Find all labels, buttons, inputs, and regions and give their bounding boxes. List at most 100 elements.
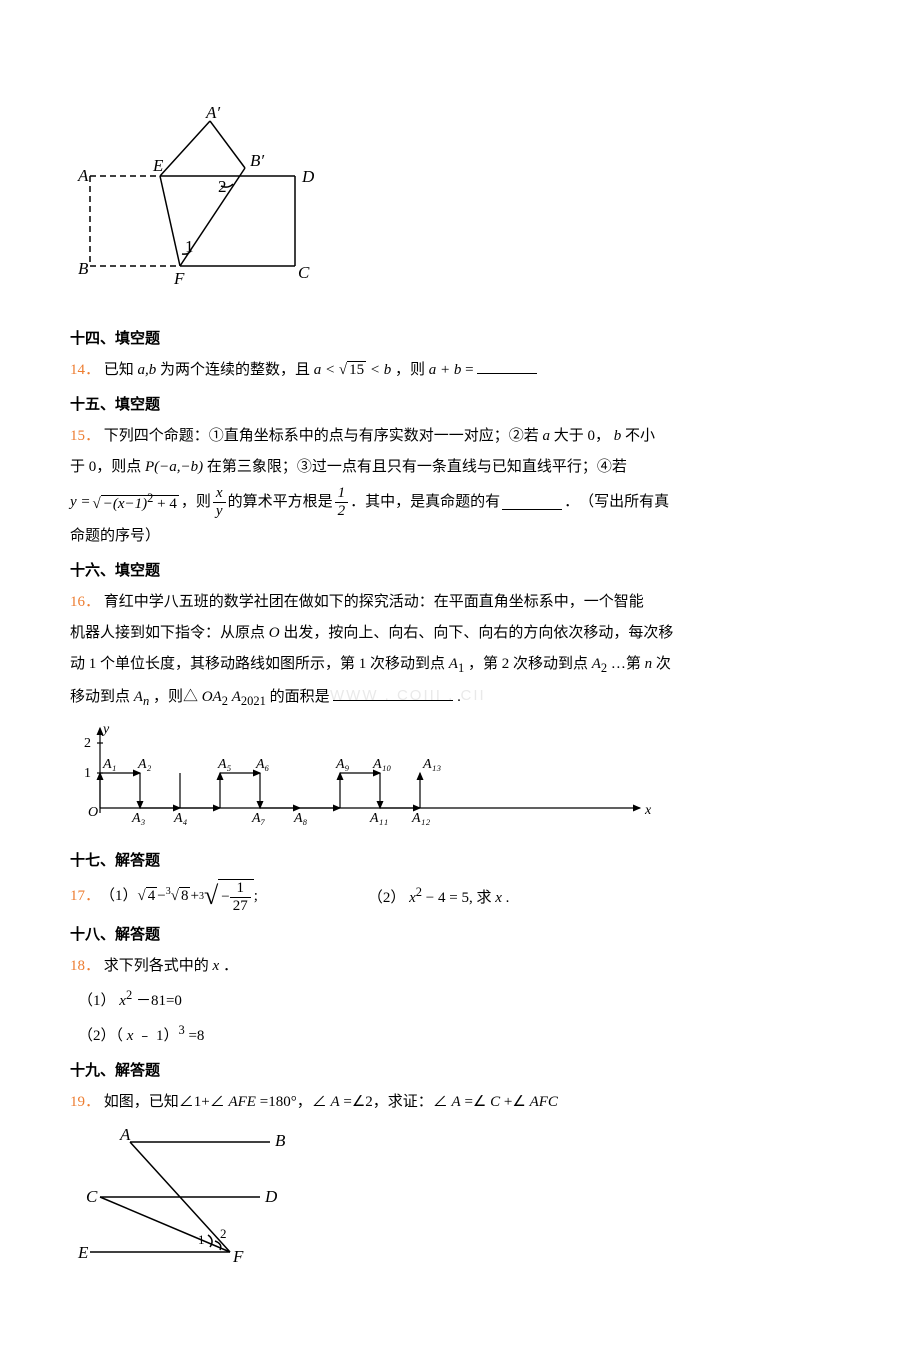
q19-Ab: A xyxy=(452,1094,461,1110)
q19-C: C xyxy=(490,1094,500,1110)
q17-sqrt4: √4 xyxy=(138,883,158,910)
q15-tail: ． （写出所有真 xyxy=(564,489,669,516)
q16-l2a: 机器人接到如下指令：从原点 xyxy=(70,625,265,641)
fig3-F: F xyxy=(232,1247,244,1266)
q16-oa2s: 2 xyxy=(222,694,228,708)
q19-l1c: =∠2，求证：∠ xyxy=(343,1094,447,1110)
fig1-F: F xyxy=(173,269,185,288)
q17-part2: （2） x2 − 4 = 5, 求 x . xyxy=(368,881,510,912)
q14-pre: 已知 xyxy=(104,362,134,378)
fig2-A3: A₃ xyxy=(131,811,146,826)
q16-A1: A xyxy=(449,656,458,672)
q16-l3c: …第 xyxy=(611,656,641,672)
q16-n: n xyxy=(645,656,653,672)
q14-root-inner: 15 xyxy=(347,361,366,378)
q16-l4a: 移动到点 xyxy=(70,689,130,705)
q17-p1-label: （1） xyxy=(100,883,138,910)
q15-b: b xyxy=(614,428,622,444)
q16-l3a: 动 1 个单位长度，其移动路线如图所示，第 1 次移动到点 xyxy=(70,656,445,672)
q18-dot: ． xyxy=(223,958,238,974)
fig2-A7: A₇ xyxy=(251,811,266,826)
q15-hn: 1 xyxy=(335,485,349,503)
q15-rad: −(x−1) xyxy=(103,496,147,512)
q14-ineq-left: a < xyxy=(314,362,339,378)
q14-tail: = xyxy=(465,362,477,378)
q15-bigroot: √−(x−1)2 + 4 xyxy=(93,487,179,518)
q15-l2b: 在第三象限；③过一点有且只有一条直线与已知直线平行；④若 xyxy=(207,459,627,475)
fig3-C: C xyxy=(86,1187,98,1206)
q15-blank xyxy=(502,495,562,510)
fig2-A12: A₁₂ xyxy=(411,811,430,826)
q16-s2: 2 xyxy=(601,661,607,675)
q15-p2: 大于 0， xyxy=(554,428,610,444)
q14-mid2: ，则 xyxy=(395,362,429,378)
section-18-title: 十八、解答题 xyxy=(70,922,850,949)
q14-sqrt: √15 xyxy=(339,361,366,378)
q17-rest: − 4 = 5, xyxy=(426,890,473,906)
q15-fn: x xyxy=(213,485,226,503)
q14-expr: a + b xyxy=(429,362,462,378)
q18-s2-mid: ﹣ 1） xyxy=(137,1028,178,1044)
q16-O: O xyxy=(269,625,280,641)
q18-stem: 18． 求下列各式中的 x ． xyxy=(70,953,850,980)
q16-A2: A xyxy=(592,656,601,672)
q18-s1-label: （1） xyxy=(78,993,116,1009)
q18-s2-rest: =8 xyxy=(188,1028,204,1044)
q15-line2: 于 0，则点 P(−a,−b) 在第三象限；③过一点有且只有一条直线与已知直线平… xyxy=(70,454,850,481)
q15-num: 15． xyxy=(70,428,100,444)
q18-s2-label: （2）（ xyxy=(78,1028,123,1044)
q17-xfinal: x xyxy=(495,890,502,906)
q17-r8i: 3 xyxy=(166,886,171,897)
q18-s1: （1） x2 －81=0 xyxy=(78,984,850,1015)
fig3-A: A xyxy=(119,1125,131,1144)
q16-s1: 1 xyxy=(458,661,464,675)
q18-s2-cb: 3 xyxy=(178,1023,184,1037)
fig2-y2: 2 xyxy=(84,736,91,751)
q15-line1: 15． 下列四个命题：①直角坐标系中的点与有序实数对一一对应；②若 a 大于 0… xyxy=(70,423,850,450)
q17-x: x xyxy=(409,890,416,906)
q18-s2-x: x xyxy=(127,1028,134,1044)
fig1-1: 1 xyxy=(185,237,194,256)
q18-num: 18． xyxy=(70,958,100,974)
fig3-1: 1 xyxy=(198,1232,205,1247)
q16-l1: 育红中学八五班的数学社团在做如下的探究活动：在平面直角坐标系中，一个智能 xyxy=(104,594,644,610)
q19-l1b: =180°，∠ xyxy=(260,1094,327,1110)
q17-rfn: 1 xyxy=(230,880,251,898)
fig1-B: B xyxy=(78,259,89,278)
q17-part1: 17． （1） √4 − 3√8 + 3 √ − 1 27 ; xyxy=(70,879,258,914)
q19-l1a: 如图，已知∠1+∠ xyxy=(104,1094,225,1110)
q18-stem-text: 求下列各式中的 xyxy=(104,958,209,974)
q16-line4: 移动到点 An ，则△ OA2 A2021 的面积是 . WWW . COIII… xyxy=(70,684,850,713)
q19: 19． 如图，已知∠1+∠ AFE =180°，∠ A =∠2，求证：∠ A =… xyxy=(70,1089,850,1116)
q16-A2021: A xyxy=(232,689,241,705)
q16-num: 16． xyxy=(70,594,100,610)
section-19-title: 十九、解答题 xyxy=(70,1058,850,1085)
q16-l2b: 出发，按向上、向右、向下、向右的方向依次移动，每次移 xyxy=(283,625,673,641)
q15-line4: 命题的序号） xyxy=(70,523,850,550)
fig2-A9: A₉ xyxy=(335,757,350,772)
q16-line2: 机器人接到如下指令：从原点 O 出发，按向上、向右、向下、向右的方向依次移动，每… xyxy=(70,620,850,647)
q16-l4c: 的面积是 xyxy=(270,689,330,705)
q17-dot: . xyxy=(506,890,510,906)
q17-cbrt-neg: 3 √ − 1 27 xyxy=(199,879,254,914)
q14: 14． 已知 a,b 为两个连续的整数，且 a < √15 < b ，则 a +… xyxy=(70,357,850,384)
q16-sn: n xyxy=(143,694,149,708)
fig1-D: D xyxy=(301,167,315,186)
q16-a2021s: 2021 xyxy=(241,694,266,708)
q19-AFE: AFE xyxy=(228,1094,256,1110)
q15-a: a xyxy=(543,428,551,444)
q14-blank xyxy=(477,359,537,374)
fig3-D: D xyxy=(264,1187,278,1206)
q15-p1: 下列四个命题：①直角坐标系中的点与有序实数对一一对应；②若 xyxy=(104,428,539,444)
fig2-A4: A₄ xyxy=(173,811,188,826)
q15-t3b: 的算术平方根是 xyxy=(228,489,333,516)
fig2-A6: A₆ xyxy=(255,757,270,772)
figure-q13: A′ A B E B′ D C F 1 2 xyxy=(70,106,850,316)
q17-plus: + xyxy=(190,883,198,910)
q15-fd: y xyxy=(213,503,226,520)
fig2-A1: A₁ xyxy=(102,757,116,772)
fig2-y: y xyxy=(101,722,110,737)
fig2-x: x xyxy=(644,803,652,818)
q14-ineq-right: < b xyxy=(370,362,391,378)
fig1-Bp: B′ xyxy=(250,151,264,170)
